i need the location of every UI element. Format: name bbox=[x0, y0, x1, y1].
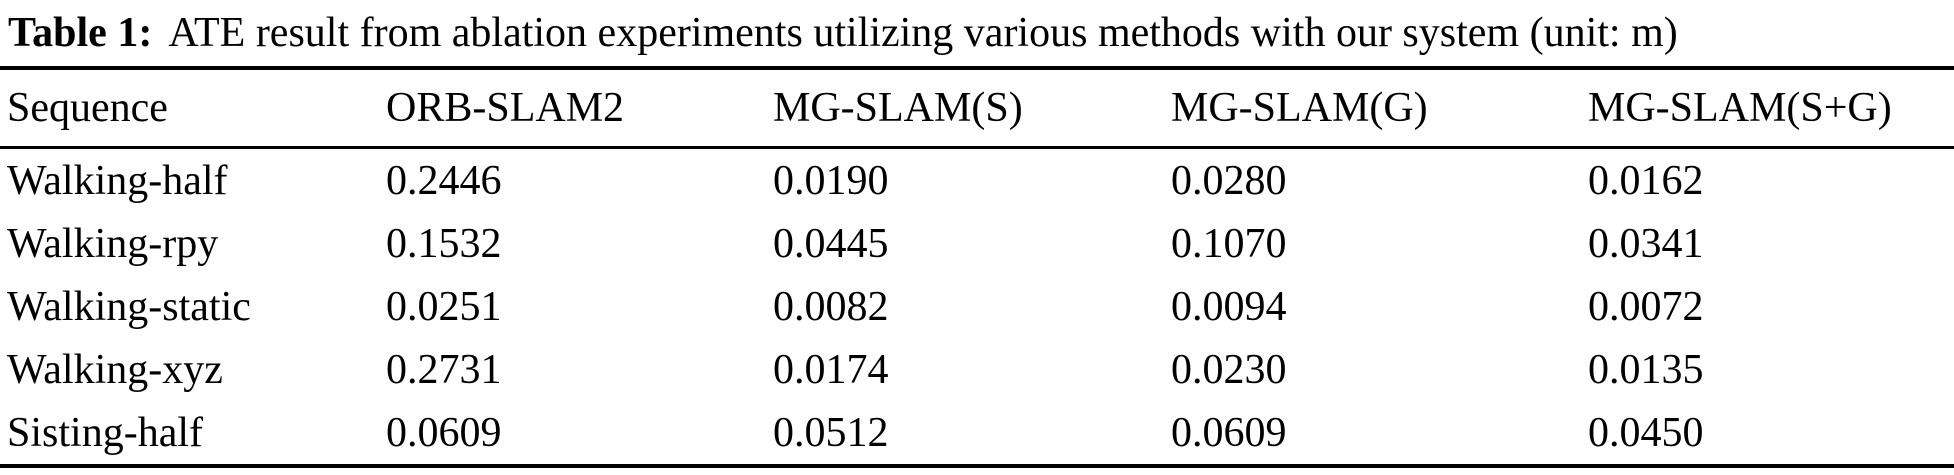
table-row-walking-rpy: Walking-rpy 0.1532 0.0445 0.1070 0.0341 bbox=[0, 212, 1954, 275]
column-header-mg-slam-s: MG-SLAM(S) bbox=[773, 68, 1171, 149]
column-header-mg-slam-g: MG-SLAM(G) bbox=[1171, 68, 1588, 149]
column-header-sequence: Sequence bbox=[0, 68, 386, 149]
sequence-cell: Walking-xyz bbox=[7, 346, 223, 393]
value-cell: 0.0341 bbox=[1588, 220, 1704, 267]
value-cell: 0.2446 bbox=[386, 157, 502, 204]
value-cell: 0.0072 bbox=[1588, 283, 1704, 330]
value-cell: 0.1532 bbox=[386, 220, 502, 267]
table-row-walking-half: Walking-half 0.2446 0.0190 0.0280 0.0162 bbox=[0, 148, 1954, 213]
sequence-cell: Walking-half bbox=[7, 157, 228, 204]
sequence-cell: Walking-static bbox=[7, 283, 251, 330]
value-cell: 0.1070 bbox=[1171, 220, 1287, 267]
value-cell: 0.0512 bbox=[773, 401, 1171, 468]
value-cell: 0.0609 bbox=[386, 401, 773, 468]
value-cell: 0.0094 bbox=[1171, 283, 1287, 330]
sequence-cell: Walking-rpy bbox=[7, 220, 219, 267]
value-cell: 0.0280 bbox=[1171, 157, 1287, 204]
table-header: Sequence ORB-SLAM2 MG-SLAM(S) MG-SLAM(G)… bbox=[0, 68, 1954, 149]
value-cell: 0.0135 bbox=[1588, 346, 1704, 393]
caption-label: Table 1: bbox=[8, 10, 153, 56]
table-row-walking-xyz: Walking-xyz 0.2731 0.0174 0.0230 0.0135 bbox=[0, 338, 1954, 401]
value-cell: 0.0230 bbox=[1171, 346, 1287, 393]
caption-text: ATE result from ablation experiments uti… bbox=[168, 10, 1678, 56]
ate-results-table: Sequence ORB-SLAM2 MG-SLAM(S) MG-SLAM(G)… bbox=[0, 66, 1954, 468]
value-cell: 0.0450 bbox=[1588, 401, 1954, 468]
sequence-cell: Sisting-half bbox=[0, 401, 386, 468]
value-cell: 0.0190 bbox=[773, 157, 889, 204]
table-body: Walking-half 0.2446 0.0190 0.0280 0.0162… bbox=[0, 148, 1954, 468]
value-cell: 0.0082 bbox=[773, 283, 889, 330]
value-cell: 0.0445 bbox=[773, 220, 889, 267]
table-row-sisting-half: Sisting-half 0.0609 0.0512 0.0609 0.0450 bbox=[0, 401, 1954, 468]
value-cell: 0.0162 bbox=[1588, 157, 1704, 204]
header-row: Sequence ORB-SLAM2 MG-SLAM(S) MG-SLAM(G)… bbox=[0, 68, 1954, 149]
value-cell: 0.0174 bbox=[773, 346, 889, 393]
value-cell: 0.2731 bbox=[386, 346, 502, 393]
table-row-walking-static: Walking-static 0.0251 0.0082 0.0094 0.00… bbox=[0, 275, 1954, 338]
table-caption: Table 1: ATE result from ablation experim… bbox=[0, 0, 1954, 66]
value-cell: 0.0251 bbox=[386, 283, 502, 330]
column-header-mg-slam-s-g: MG-SLAM(S+G) bbox=[1588, 68, 1954, 149]
value-cell: 0.0609 bbox=[1171, 401, 1588, 468]
column-header-orb-slam2: ORB-SLAM2 bbox=[386, 68, 773, 149]
